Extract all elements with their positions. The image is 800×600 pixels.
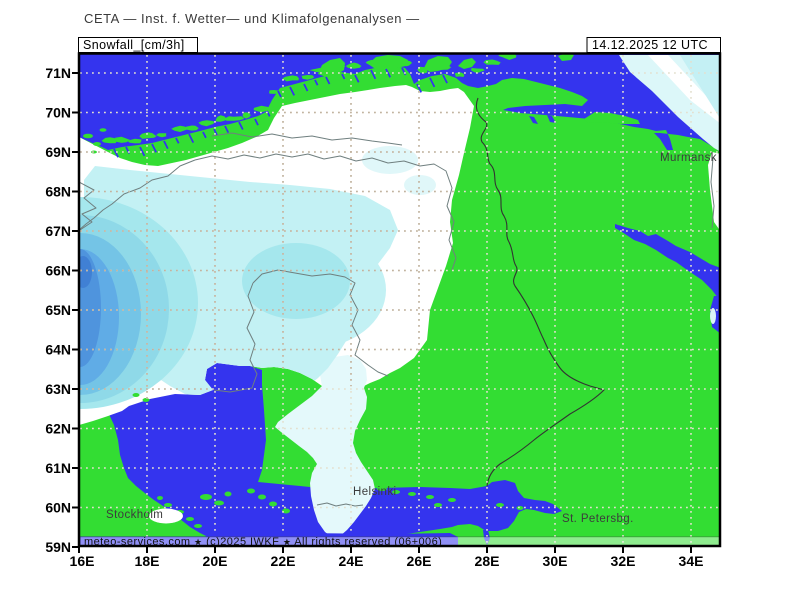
- svg-text:16E: 16E: [70, 553, 95, 569]
- svg-text:18E: 18E: [135, 553, 160, 569]
- svg-text:66N: 66N: [45, 263, 71, 279]
- svg-text:26E: 26E: [407, 553, 432, 569]
- svg-text:Snowfall_[cm/3h]: Snowfall_[cm/3h]: [83, 38, 185, 52]
- svg-text:Stockholm: Stockholm: [106, 509, 163, 521]
- svg-text:64N: 64N: [45, 342, 71, 358]
- svg-text:71N: 71N: [45, 65, 71, 81]
- svg-text:22E: 22E: [271, 553, 296, 569]
- svg-text:67N: 67N: [45, 223, 71, 239]
- svg-text:St. Petersbg.: St. Petersbg.: [562, 513, 634, 525]
- svg-text:62N: 62N: [45, 421, 71, 437]
- svg-text:34E: 34E: [679, 553, 704, 569]
- svg-text:20E: 20E: [203, 553, 228, 569]
- svg-text:69N: 69N: [45, 144, 71, 160]
- svg-text:65N: 65N: [45, 302, 71, 318]
- svg-text:Helsinki: Helsinki: [353, 486, 396, 498]
- svg-text:30E: 30E: [543, 553, 568, 569]
- svg-text:28E: 28E: [475, 553, 500, 569]
- svg-text:24E: 24E: [339, 553, 364, 569]
- svg-text:32E: 32E: [611, 553, 636, 569]
- svg-text:meteo-services.com ★ (c)2025 I: meteo-services.com ★ (c)2025 IWKF ★ All …: [84, 536, 442, 548]
- svg-text:Murmansk: Murmansk: [660, 152, 717, 164]
- svg-text:59N: 59N: [45, 539, 71, 555]
- svg-text:61N: 61N: [45, 460, 71, 476]
- svg-text:CETA — Inst. f. Wetter— und Kl: CETA — Inst. f. Wetter— und Klimafolgena…: [84, 11, 420, 26]
- svg-text:14.12.2025 12 UTC: 14.12.2025 12 UTC: [592, 38, 708, 52]
- svg-text:68N: 68N: [45, 184, 71, 200]
- svg-text:60N: 60N: [45, 500, 71, 516]
- svg-text:63N: 63N: [45, 381, 71, 397]
- svg-text:70N: 70N: [45, 105, 71, 121]
